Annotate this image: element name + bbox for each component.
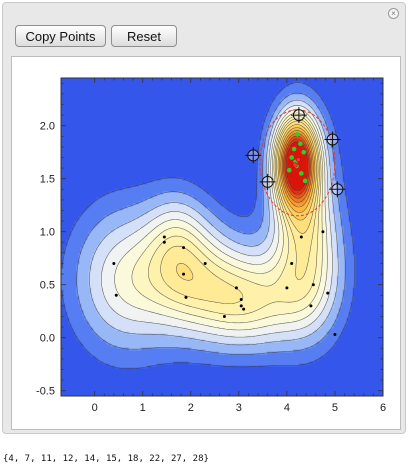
contour-level <box>280 130 314 208</box>
axis-ticks <box>61 78 384 396</box>
selected-point <box>289 155 294 160</box>
data-point <box>326 291 330 295</box>
y-tick-label: 0.0 <box>40 333 55 345</box>
contour-plot[interactable]: 0 1 2 3 4 5 6 -0.5 0.0 0.5 1.0 1.5 2.0 <box>12 57 400 429</box>
contour-lines <box>61 82 355 370</box>
data-point <box>321 230 325 234</box>
data-point <box>239 298 243 302</box>
data-point <box>333 333 337 337</box>
selected-point <box>286 167 292 173</box>
copy-points-button[interactable]: Copy Points <box>15 25 106 47</box>
selected-point <box>291 146 297 152</box>
data-point <box>184 295 188 299</box>
x-tick-label: 0 <box>92 402 98 414</box>
contour-level <box>283 135 311 199</box>
data-point <box>290 262 294 265</box>
data-point <box>234 286 238 290</box>
contour-level <box>277 124 317 221</box>
plot-frame-border <box>60 77 384 397</box>
selected-point <box>301 149 307 155</box>
contour-level <box>61 82 355 370</box>
selection-ellipse <box>259 109 336 217</box>
y-tick-label: 1.5 <box>40 174 55 186</box>
x-tick-label: 2 <box>188 402 194 414</box>
crosshair-handle-icon[interactable] <box>329 181 346 198</box>
x-tick-label: 5 <box>332 402 338 414</box>
crosshair-handle-icon[interactable] <box>259 173 276 190</box>
data-point <box>299 235 303 239</box>
plot-frame: 0 1 2 3 4 5 6 -0.5 0.0 0.5 1.0 1.5 2.0 <box>11 56 401 430</box>
y-tick-label: 2.0 <box>40 121 55 133</box>
data-point <box>239 304 243 308</box>
data-point <box>311 283 315 287</box>
selected-point <box>302 178 308 184</box>
crosshair-handle-icon[interactable] <box>245 147 262 164</box>
data-point <box>222 315 226 318</box>
selected-point <box>295 131 300 137</box>
data-point <box>309 304 313 308</box>
data-point <box>162 235 166 239</box>
crosshair-handle-icon[interactable] <box>324 131 341 148</box>
center-point <box>295 157 301 163</box>
y-tick-label: -0.5 <box>36 386 55 398</box>
contour-level <box>176 121 319 281</box>
x-tick-label: 6 <box>380 402 386 414</box>
reset-button[interactable]: Reset <box>111 25 177 47</box>
contour-level <box>114 109 328 331</box>
crosshair-handle-icon[interactable] <box>290 107 307 124</box>
x-tick-label: 4 <box>284 402 290 414</box>
data-point <box>285 286 289 290</box>
data-point <box>112 262 116 265</box>
data-point <box>203 262 207 265</box>
y-tick-label: 1.0 <box>40 227 55 239</box>
density-field <box>61 78 383 396</box>
center-point <box>292 162 298 168</box>
x-tick-label: 1 <box>140 402 146 414</box>
selected-point <box>298 171 304 176</box>
data-point <box>162 240 166 244</box>
contour-level <box>284 138 310 195</box>
data-point <box>182 246 186 250</box>
data-point <box>242 307 246 311</box>
x-tick-label: 3 <box>236 402 242 414</box>
contour-level <box>279 127 316 213</box>
selected-point <box>298 141 303 147</box>
contour-level <box>131 112 324 324</box>
contour-level <box>101 105 333 338</box>
contour-level <box>281 133 313 203</box>
close-icon[interactable]: × <box>388 8 399 19</box>
notebook-panel: × Copy Points Reset 0 1 2 3 4 5 6 -0.5 0.0 0.5 1.0… <box>2 2 406 434</box>
y-tick-label: 0.5 <box>40 280 55 292</box>
output-list: {4, 7, 11, 12, 14, 15, 18, 22, 27, 28} <box>3 454 209 464</box>
data-point <box>114 293 118 297</box>
data-point <box>182 272 186 276</box>
